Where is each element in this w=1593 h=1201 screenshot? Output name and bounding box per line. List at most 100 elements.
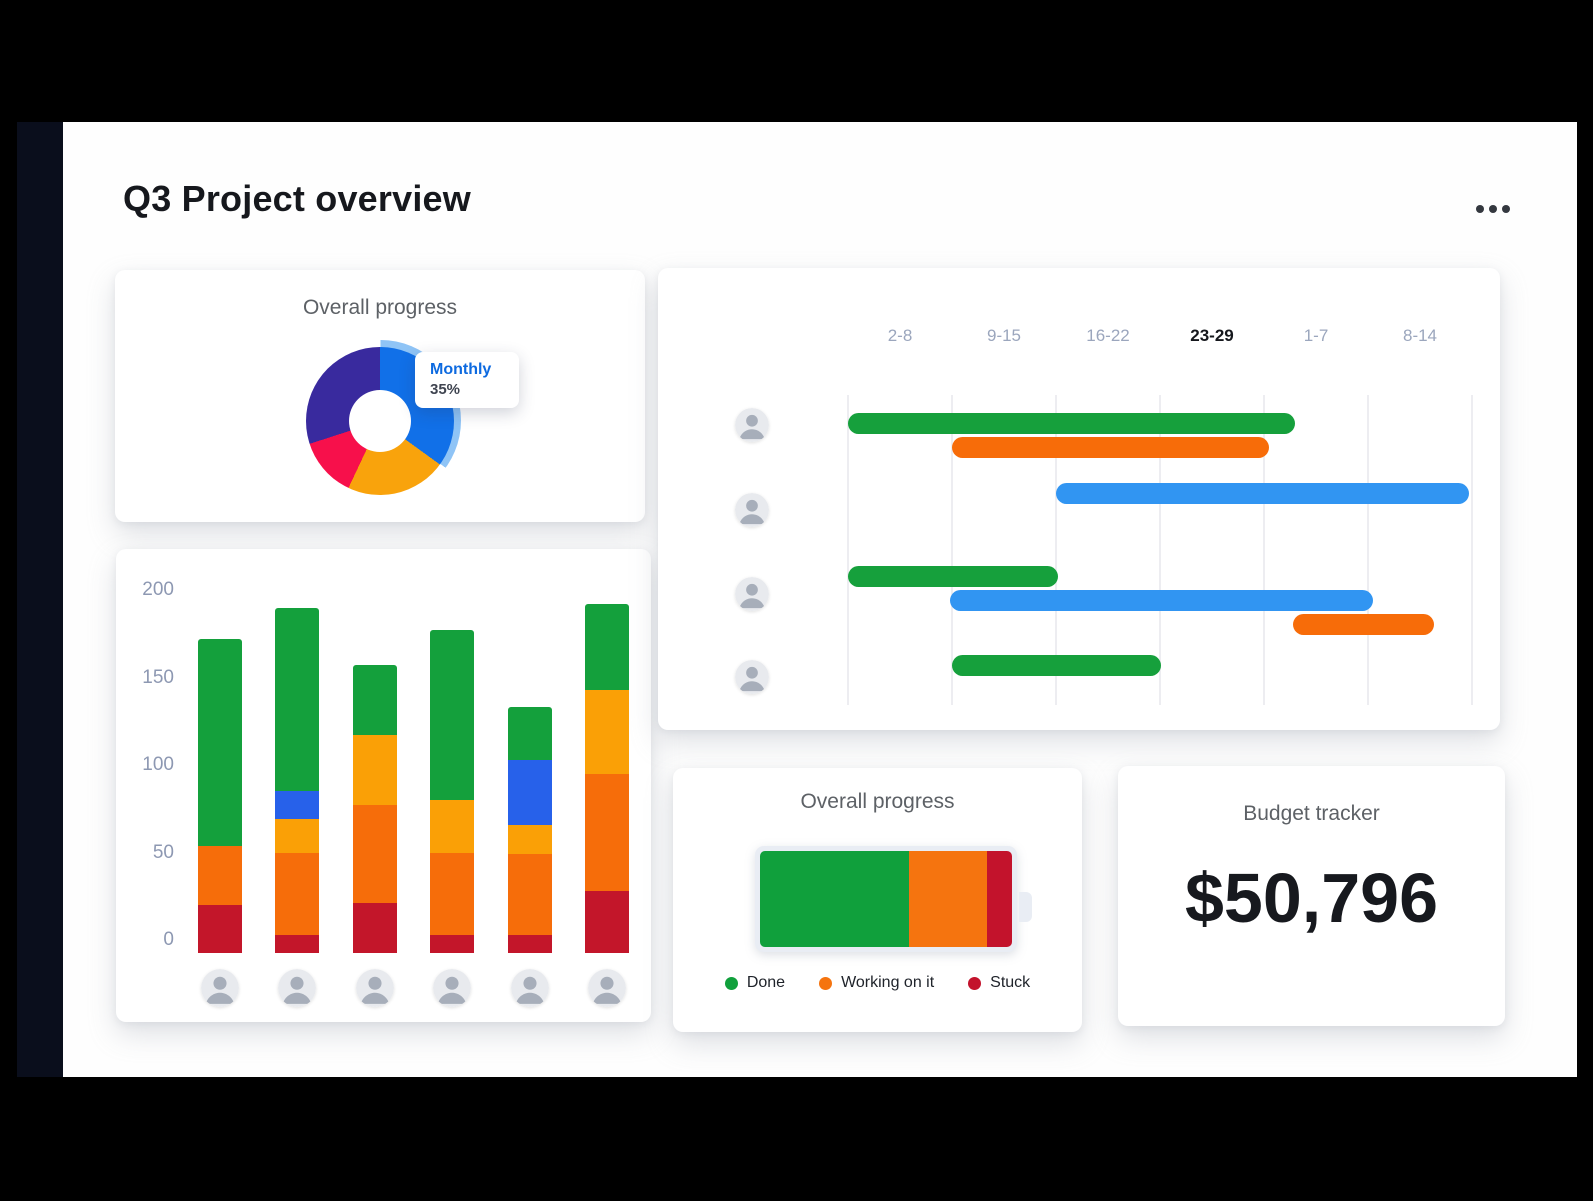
bar-segment-working — [275, 852, 320, 935]
stacked-bar[interactable] — [198, 639, 242, 953]
bar-segment-working — [430, 852, 475, 935]
bar-segment-done — [198, 639, 242, 846]
avatar — [278, 969, 317, 1007]
gantt-bar[interactable] — [949, 590, 1374, 611]
avatar — [510, 969, 549, 1007]
person-icon — [588, 969, 626, 1007]
gantt-bar[interactable] — [848, 413, 1296, 434]
bar-segment-stuck — [585, 891, 629, 953]
stacked-bar-chart-card: 0 50 100 150 200 — [116, 549, 651, 1022]
timeline-label[interactable]: 16-22 — [1086, 326, 1130, 345]
bar-segment-amber — [585, 689, 629, 774]
avatar — [735, 660, 769, 694]
legend-label: Stuck — [990, 974, 1031, 991]
y-axis-tick-label: 200 — [142, 579, 174, 600]
card-title: Budget tracker — [1243, 802, 1380, 825]
card-title: Overall progress — [800, 790, 955, 813]
bar-segment-done — [507, 707, 552, 760]
stacked-bar[interactable] — [507, 707, 552, 953]
bar-segment-working — [585, 773, 629, 891]
budget-tracker-card: Budget tracker $50,796 — [1118, 766, 1505, 1026]
person-icon — [735, 577, 769, 611]
stacked-bar[interactable] — [585, 604, 629, 953]
gridline — [847, 395, 849, 705]
ellipsis-icon — [1489, 205, 1497, 213]
stacked-bar[interactable] — [352, 665, 397, 953]
legend-dot — [724, 976, 738, 990]
bar-segment-done — [275, 607, 320, 792]
status-legend: Done Working on it Stuck — [673, 974, 1082, 992]
gantt-bar[interactable] — [952, 655, 1162, 676]
gantt-bar[interactable] — [1056, 483, 1469, 504]
page-title: Q3 Project overview — [123, 178, 471, 219]
avatar — [588, 969, 626, 1007]
bar-segment-stuck — [430, 934, 475, 953]
gridline — [951, 395, 953, 705]
legend-item[interactable]: Working on it — [819, 974, 934, 992]
legend-dot — [819, 976, 833, 990]
chart-tooltip: Monthly 35% — [415, 352, 519, 408]
stacked-bar[interactable] — [275, 607, 320, 953]
avatar — [735, 493, 769, 527]
y-axis-tick-label: 50 — [152, 841, 174, 863]
bar-segment-done — [352, 665, 397, 736]
card-title: Overall progress — [302, 296, 458, 319]
y-axis-tick-label: 100 — [142, 754, 174, 775]
bar-segment-blue — [507, 759, 552, 825]
legend-label: Done — [746, 974, 786, 991]
avatar — [355, 969, 394, 1007]
stacked-bar[interactable] — [430, 630, 475, 953]
overall-progress-battery-card: Overall progress Done Working on it Stuck — [673, 768, 1082, 1032]
avatar — [201, 969, 239, 1007]
timeline-label[interactable]: 23-29 — [1190, 326, 1234, 345]
ellipsis-icon — [1476, 205, 1484, 213]
gridline — [1263, 395, 1265, 705]
gridline — [1159, 395, 1161, 705]
battery-segment-working-on-it — [908, 851, 987, 947]
gridline — [1471, 395, 1473, 705]
bar-segment-working — [507, 854, 552, 935]
person-icon — [433, 969, 472, 1007]
person-icon — [735, 493, 769, 527]
overall-progress-donut-card: Overall progress Monthly 35% — [115, 270, 645, 522]
gridline — [1055, 395, 1057, 705]
avatar — [433, 969, 472, 1007]
timeline-label[interactable]: 2-8 — [887, 326, 913, 345]
person-icon — [735, 660, 769, 694]
budget-amount: $50,796 — [1184, 859, 1439, 937]
timeline-label[interactable]: 8-14 — [1402, 326, 1438, 345]
battery-segment-stuck — [986, 851, 1012, 947]
timeline-label[interactable]: 1-7 — [1303, 326, 1329, 345]
dashboard: Q3 Project overview Overall progress Mon… — [63, 122, 1577, 1077]
person-icon — [201, 969, 239, 1007]
timeline-label[interactable]: 9-15 — [986, 326, 1022, 345]
more-options-button[interactable] — [1467, 196, 1519, 222]
bar-segment-blue — [275, 791, 320, 820]
y-axis-tick-label: 150 — [142, 666, 174, 688]
battery-segment-done — [760, 851, 909, 947]
gantt-bar[interactable] — [1293, 614, 1434, 635]
battery-fill — [760, 851, 1012, 947]
gridline — [1367, 395, 1369, 705]
donut-hole — [349, 390, 411, 452]
bar-segment-done — [430, 630, 475, 800]
tooltip-value: 35% — [430, 381, 461, 398]
gantt-bar[interactable] — [952, 437, 1270, 458]
tooltip-series-label: Monthly — [430, 361, 492, 378]
bar-segment-amber — [352, 735, 397, 806]
person-icon — [510, 969, 549, 1007]
bar-segment-stuck — [352, 903, 397, 953]
bar-segment-amber — [275, 819, 320, 853]
person-icon — [735, 408, 769, 442]
battery-progress-bar — [755, 846, 1017, 952]
avatar — [735, 577, 769, 611]
gantt-chart-card: 2-8 9-15 16-22 23-29 1-7 8-14 — [658, 268, 1500, 730]
legend-item[interactable]: Stuck — [968, 974, 1030, 992]
bar-segment-amber — [430, 800, 475, 853]
avatar — [735, 408, 769, 442]
legend-item[interactable]: Done — [724, 974, 786, 992]
bar-segment-stuck — [198, 905, 242, 953]
gantt-bar[interactable] — [848, 566, 1059, 587]
y-axis-tick-label: 0 — [163, 929, 174, 950]
bar-segment-amber — [507, 824, 552, 855]
